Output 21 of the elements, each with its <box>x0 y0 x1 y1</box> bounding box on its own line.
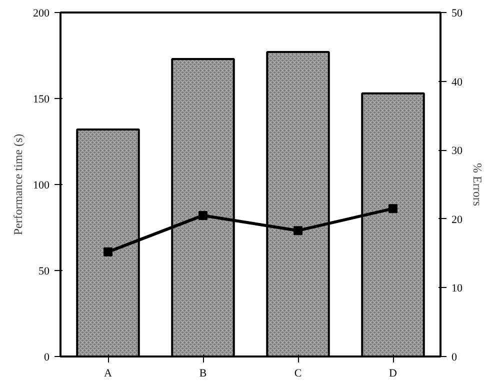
y-tick-label: 150 <box>33 94 50 106</box>
point <box>294 226 302 236</box>
point <box>104 247 112 256</box>
y2-tick-label: 10 <box>452 282 463 295</box>
y2-axis-title: % Errors <box>470 163 484 206</box>
y-tick-label: 50 <box>38 266 50 278</box>
y2-tick-label: 40 <box>452 76 463 88</box>
y2-tick-label: 30 <box>452 145 463 158</box>
y-axis-title: Performance time (s) <box>11 134 25 236</box>
x-tick-label: B <box>199 368 207 380</box>
y2-tick-label: 50 <box>452 8 463 20</box>
x-tick-label: D <box>389 368 398 380</box>
point <box>198 210 208 220</box>
x-tick-label: C <box>294 368 302 380</box>
y-tick-label: 0 <box>44 352 50 364</box>
y2-tick-label: 20 <box>452 214 463 226</box>
x-tick-label: A <box>104 368 112 380</box>
y-tick-label: 200 <box>33 8 50 20</box>
point <box>388 204 398 214</box>
y-tick-label: 100 <box>33 180 50 192</box>
y2-tick-label: 0 <box>452 352 458 364</box>
